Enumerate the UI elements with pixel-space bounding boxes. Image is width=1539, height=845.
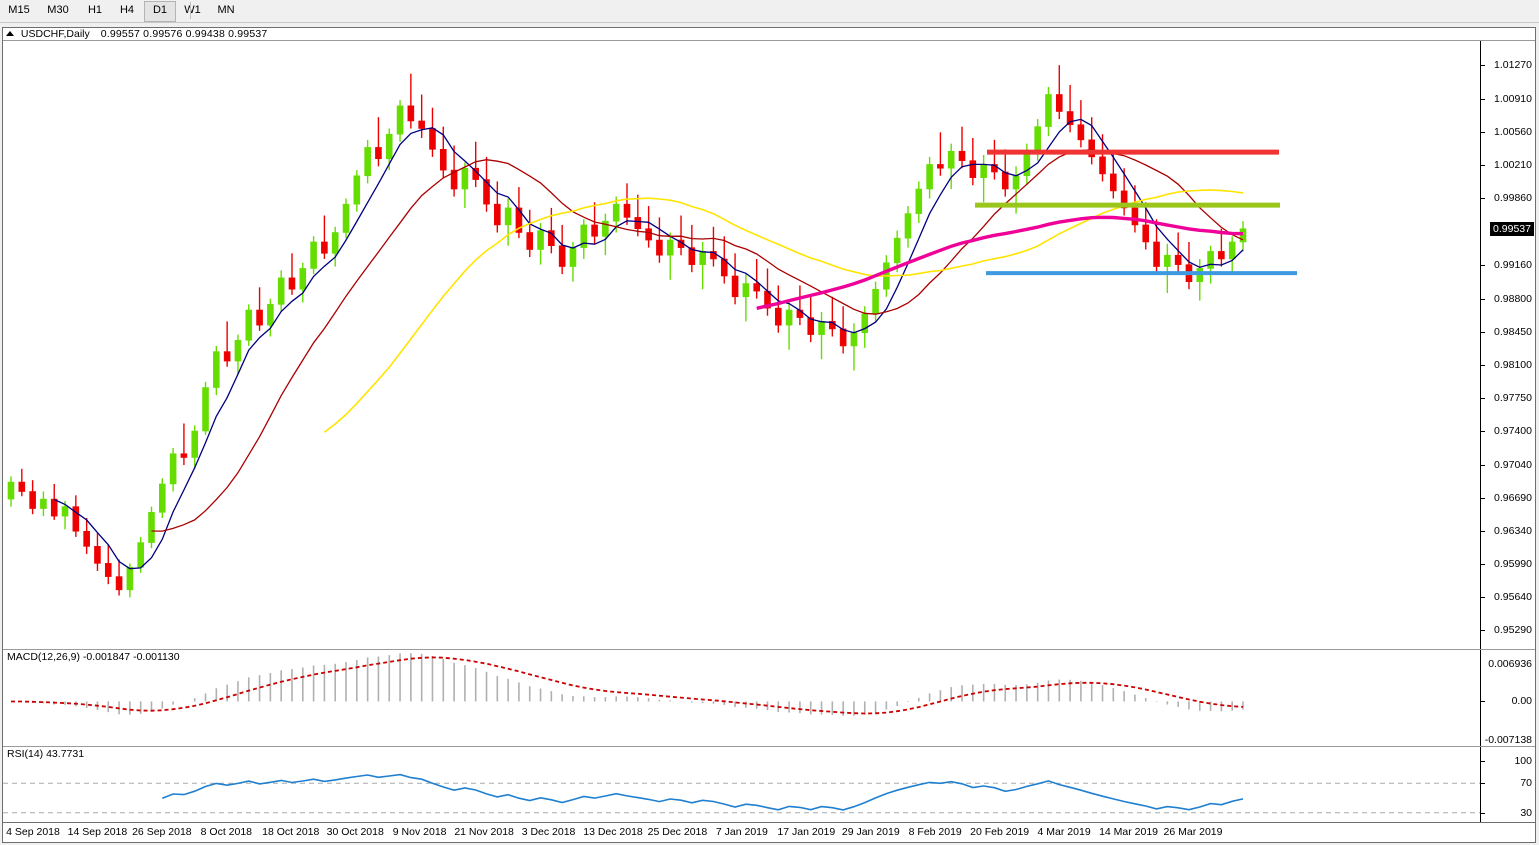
price-tick: 0.95990	[1494, 558, 1532, 571]
price-tick: 0.97040	[1494, 459, 1532, 472]
rsi-chart-canvas[interactable]	[3, 747, 1480, 841]
timeframe-button-w1[interactable]: W1	[184, 4, 201, 16]
macd-tick: 0.006936	[1488, 658, 1532, 670]
rsi-tick: 30	[1520, 806, 1532, 819]
date-tick: 25 Dec 2018	[647, 826, 708, 838]
price-tick: 0.97400	[1494, 425, 1532, 438]
price-tick: 0.96690	[1494, 492, 1532, 505]
date-tick: 13 Dec 2018	[583, 826, 643, 838]
date-tick: 7 Jan 2019	[715, 826, 768, 838]
price-tick: 1.00210	[1494, 159, 1532, 172]
price-pane[interactable]: 1.01270 1.00910 1.00560 1.00210 0.99860 0.991…	[3, 41, 1535, 649]
timeframe-button-m30[interactable]: M30	[47, 4, 69, 16]
rsi-label: RSI(14) 43.7731	[7, 748, 85, 760]
price-tick: 0.99860	[1494, 192, 1532, 205]
timeframe-toolbar: M15 M30 H1 H4 D1 W1 MN	[0, 0, 1539, 23]
date-tick: 14 Mar 2019	[1099, 826, 1159, 838]
chart-ohlc-values: 0.99557 0.99576 0.99438 0.99537	[100, 28, 268, 40]
timeframe-button-mn[interactable]: MN	[217, 4, 235, 16]
date-tick: 4 Mar 2019	[1037, 826, 1091, 838]
timeframe-button-h4[interactable]: H4	[119, 4, 135, 16]
chart-symbol-label: USDCHF,Daily	[20, 28, 90, 40]
timeframe-button-h1[interactable]: H1	[87, 4, 103, 16]
rsi-tick: 100	[1514, 755, 1532, 767]
timeframe-button-m15[interactable]: M15	[8, 4, 30, 16]
rsi-tick: 70	[1520, 777, 1532, 790]
timeframe-button-d1[interactable]: D1	[144, 1, 176, 22]
date-tick: 29 Jan 2019	[841, 826, 900, 838]
price-scale[interactable]: 1.01270 1.00910 1.00560 1.00210 0.99860 0.991…	[1480, 41, 1535, 649]
current-price-label: 0.99537	[1490, 222, 1534, 236]
price-tick: 0.96340	[1494, 525, 1532, 538]
price-tick: 1.00560	[1494, 126, 1532, 139]
price-tick: 0.97750	[1494, 391, 1532, 404]
date-tick: 17 Jan 2019	[777, 826, 836, 838]
price-tick: 1.01270	[1494, 59, 1532, 72]
toolbar-divider	[190, 2, 191, 19]
date-tick: 21 Nov 2018	[454, 826, 514, 838]
price-chart-canvas[interactable]	[3, 41, 1480, 649]
date-tick: 18 Oct 2018	[262, 826, 320, 838]
price-tick: 0.98800	[1494, 292, 1532, 305]
collapse-triangle-icon[interactable]	[6, 31, 14, 36]
date-tick: 20 Feb 2019	[970, 826, 1030, 838]
price-tick: 0.95640	[1494, 591, 1532, 604]
price-tick: 0.98450	[1494, 325, 1532, 338]
date-tick: 30 Oct 2018	[326, 826, 384, 838]
chart-window: USDCHF,Daily 0.99557 0.99576 0.99438 0.9…	[2, 27, 1536, 843]
date-tick: 9 Nov 2018	[392, 826, 447, 838]
price-tick: 0.99160	[1494, 258, 1532, 271]
pane-separator-rsi[interactable]	[3, 746, 1535, 747]
date-tick: 26 Sep 2018	[132, 826, 192, 838]
price-tick: 1.00910	[1494, 93, 1532, 106]
chart-header: USDCHF,Daily 0.99557 0.99576 0.99438 0.9…	[3, 28, 1535, 41]
date-tick: 4 Sep 2018	[6, 826, 60, 838]
macd-scale[interactable]: 0.006936 0.00 -0.007138	[1480, 650, 1535, 746]
macd-label: MACD(12,26,9) -0.001847 -0.001130	[7, 651, 180, 663]
macd-tick: -0.007138	[1484, 734, 1532, 746]
macd-pane[interactable]: MACD(12,26,9) -0.001847 -0.001130 0.0069…	[3, 650, 1535, 746]
date-tick: 14 Sep 2018	[67, 826, 128, 838]
date-axis[interactable]: 4 Sep 2018 14 Sep 2018 26 Sep 2018 8 Oct 20…	[3, 822, 1535, 842]
price-tick: 0.95290	[1494, 624, 1532, 637]
date-tick: 8 Oct 2018	[200, 826, 253, 838]
pane-separator-macd[interactable]	[3, 649, 1535, 650]
price-tick: 0.98100	[1494, 358, 1532, 371]
date-tick: 26 Mar 2019	[1163, 826, 1223, 838]
date-tick: 8 Feb 2019	[908, 826, 962, 838]
macd-tick: 0.00	[1511, 695, 1532, 708]
date-tick: 3 Dec 2018	[521, 826, 576, 838]
macd-chart-canvas[interactable]	[3, 650, 1480, 746]
